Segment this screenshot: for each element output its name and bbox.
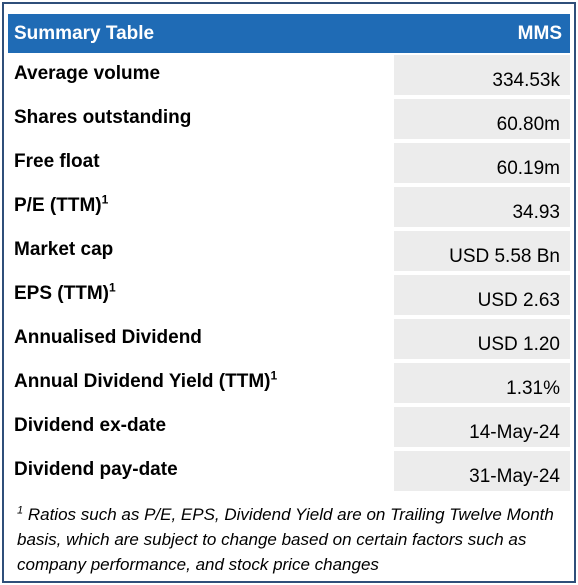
row-value: 34.93 <box>512 202 560 223</box>
table-row: Free float 60.19m <box>8 143 570 183</box>
row-value: 14-May-24 <box>469 422 560 443</box>
row-value: USD 5.58 Bn <box>449 246 560 267</box>
row-label-cell: Dividend ex-date <box>8 407 392 447</box>
row-label-cell: Market cap <box>8 231 392 271</box>
row-label: Shares outstanding <box>14 107 192 128</box>
table-row: Annual Dividend Yield (TTM)1 1.31% <box>8 363 570 403</box>
row-value: 334.53k <box>492 70 560 91</box>
row-value: 60.80m <box>496 114 560 135</box>
row-label-cell: P/E (TTM)1 <box>8 187 392 227</box>
footnote-marker: 1 <box>17 504 24 517</box>
row-value: 31-May-24 <box>469 466 560 487</box>
table-body: Average volume 334.53k Shares outstandin… <box>8 55 570 495</box>
row-label: Average volume <box>14 63 161 84</box>
row-label: P/E (TTM) <box>14 195 102 216</box>
table-row: EPS (TTM)1 USD 2.63 <box>8 275 570 315</box>
table-row: Shares outstanding 60.80m <box>8 99 570 139</box>
footnote-marker: 1 <box>101 192 109 207</box>
table-row: Average volume 334.53k <box>8 55 570 95</box>
footnote-text: Ratios such as P/E, EPS, Dividend Yield … <box>17 505 554 574</box>
row-value-cell: USD 2.63 <box>394 275 570 315</box>
row-value-cell: 60.19m <box>394 143 570 183</box>
footnote: 1 Ratios such as P/E, EPS, Dividend Yiel… <box>17 502 565 577</box>
row-label: Annual Dividend Yield (TTM) <box>14 371 271 392</box>
footnote-marker: 1 <box>109 280 116 295</box>
row-label: Annualised Dividend <box>14 327 202 348</box>
row-label: Market cap <box>14 239 114 260</box>
row-value: 1.31% <box>506 378 560 399</box>
row-label-cell: Annualised Dividend <box>8 319 392 359</box>
row-value-cell: 1.31% <box>394 363 570 403</box>
table-row: Dividend pay-date 31-May-24 <box>8 451 570 491</box>
row-label-cell: Dividend pay-date <box>8 451 392 491</box>
row-value-cell: 60.80m <box>394 99 570 139</box>
table-title: Summary Table <box>14 23 155 44</box>
row-value-cell: 14-May-24 <box>394 407 570 447</box>
table-header: Summary Table MMS <box>8 14 570 53</box>
row-value-cell: 31-May-24 <box>394 451 570 491</box>
row-value: USD 2.63 <box>477 290 560 311</box>
row-label: Dividend ex-date <box>14 415 167 436</box>
table-row: P/E (TTM)1 34.93 <box>8 187 570 227</box>
row-label-cell: Annual Dividend Yield (TTM)1 <box>8 363 392 403</box>
row-value-cell: 334.53k <box>394 55 570 95</box>
row-value-cell: 34.93 <box>394 187 570 227</box>
ticker-label: MMS <box>517 23 562 44</box>
table-row: Annualised Dividend USD 1.20 <box>8 319 570 359</box>
row-label: Free float <box>14 151 100 172</box>
table-row: Dividend ex-date 14-May-24 <box>8 407 570 447</box>
row-value-cell: USD 1.20 <box>394 319 570 359</box>
footnote-marker: 1 <box>270 368 278 383</box>
row-label-cell: Shares outstanding <box>8 99 392 139</box>
row-label-cell: EPS (TTM)1 <box>8 275 392 315</box>
row-label-cell: Free float <box>8 143 392 183</box>
row-value-cell: USD 5.58 Bn <box>394 231 570 271</box>
row-label: EPS (TTM) <box>14 283 109 304</box>
row-label: Dividend pay-date <box>14 459 178 480</box>
row-label-cell: Average volume <box>8 55 392 95</box>
table-row: Market cap USD 5.58 Bn <box>8 231 570 271</box>
row-value: USD 1.20 <box>477 334 560 355</box>
row-value: 60.19m <box>496 158 560 179</box>
